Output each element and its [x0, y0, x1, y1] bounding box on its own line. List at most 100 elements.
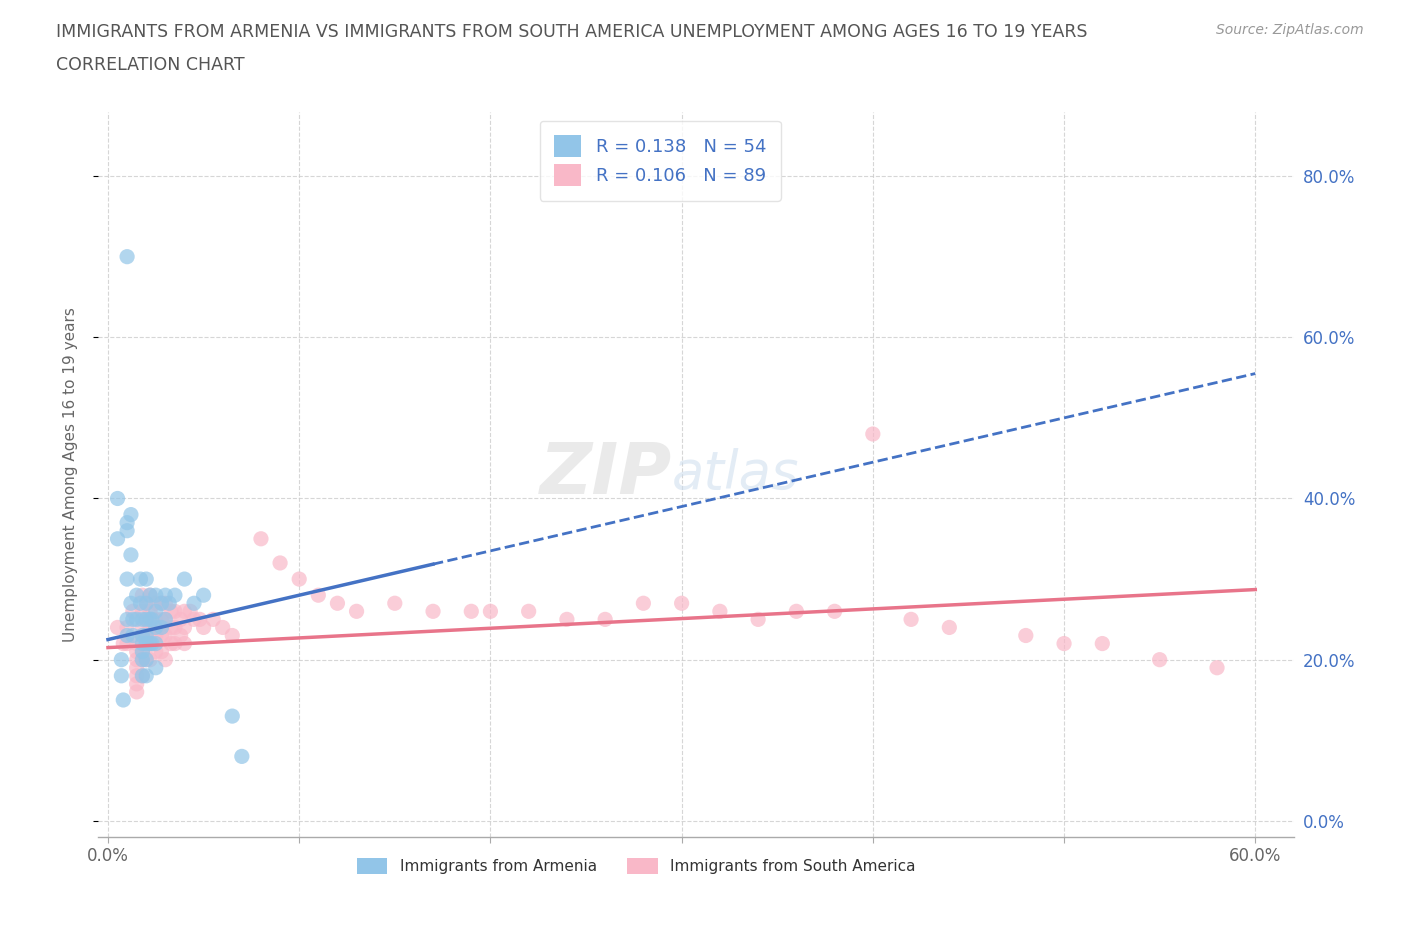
- Point: [173, 636, 195, 651]
- Point: [145, 612, 167, 627]
- Point: [269, 555, 291, 570]
- Point: [141, 636, 163, 651]
- Point: [169, 628, 191, 643]
- Point: [107, 531, 129, 546]
- Point: [135, 572, 157, 587]
- Point: [139, 588, 162, 603]
- Point: [131, 644, 153, 659]
- Point: [135, 596, 157, 611]
- Point: [384, 596, 406, 611]
- Point: [115, 572, 138, 587]
- Point: [139, 636, 162, 651]
- Point: [112, 693, 135, 708]
- Point: [145, 604, 167, 618]
- Point: [173, 604, 195, 618]
- Point: [135, 636, 157, 651]
- Point: [193, 588, 215, 603]
- Point: [135, 652, 157, 667]
- Point: [125, 676, 148, 691]
- Point: [129, 596, 152, 611]
- Point: [747, 612, 769, 627]
- Point: [135, 612, 157, 627]
- Point: [150, 612, 173, 627]
- Point: [155, 612, 177, 627]
- Text: Source: ZipAtlas.com: Source: ZipAtlas.com: [1216, 23, 1364, 37]
- Point: [593, 612, 616, 627]
- Point: [131, 669, 153, 684]
- Point: [139, 604, 162, 618]
- Point: [145, 636, 167, 651]
- Point: [115, 524, 138, 538]
- Point: [288, 572, 311, 587]
- Point: [135, 596, 157, 611]
- Point: [555, 612, 578, 627]
- Point: [900, 612, 922, 627]
- Point: [150, 644, 173, 659]
- Point: [131, 652, 153, 667]
- Point: [139, 652, 162, 667]
- Point: [131, 604, 153, 618]
- Point: [307, 588, 329, 603]
- Point: [141, 612, 163, 627]
- Point: [145, 620, 167, 635]
- Point: [135, 628, 157, 643]
- Point: [1091, 636, 1114, 651]
- Point: [173, 620, 195, 635]
- Point: [160, 604, 183, 618]
- Point: [115, 515, 138, 530]
- Point: [120, 507, 142, 522]
- Point: [135, 612, 157, 627]
- Point: [1053, 636, 1076, 651]
- Point: [131, 620, 153, 635]
- Point: [131, 628, 153, 643]
- Point: [145, 588, 167, 603]
- Point: [824, 604, 846, 618]
- Point: [460, 604, 482, 618]
- Point: [155, 612, 177, 627]
- Point: [785, 604, 807, 618]
- Point: [169, 612, 191, 627]
- Point: [160, 636, 183, 651]
- Point: [221, 709, 243, 724]
- Point: [139, 588, 162, 603]
- Point: [125, 644, 148, 659]
- Point: [121, 612, 143, 627]
- Point: [145, 628, 167, 643]
- Point: [145, 644, 167, 659]
- Point: [221, 628, 243, 643]
- Point: [139, 620, 162, 635]
- Point: [517, 604, 540, 618]
- Point: [139, 636, 162, 651]
- Point: [120, 596, 142, 611]
- Point: [346, 604, 368, 618]
- Point: [150, 620, 173, 635]
- Point: [121, 604, 143, 618]
- Point: [107, 491, 129, 506]
- Point: [157, 596, 180, 611]
- Point: [129, 572, 152, 587]
- Text: IMMIGRANTS FROM ARMENIA VS IMMIGRANTS FROM SOUTH AMERICA UNEMPLOYMENT AMONG AGES: IMMIGRANTS FROM ARMENIA VS IMMIGRANTS FR…: [56, 23, 1088, 41]
- Point: [145, 660, 167, 675]
- Point: [479, 604, 502, 618]
- Point: [125, 636, 148, 651]
- Point: [121, 628, 143, 643]
- Point: [145, 596, 167, 611]
- Point: [671, 596, 693, 611]
- Point: [112, 636, 135, 651]
- Point: [163, 620, 186, 635]
- Point: [155, 628, 177, 643]
- Legend: Immigrants from Armenia, Immigrants from South America: Immigrants from Armenia, Immigrants from…: [350, 852, 922, 880]
- Point: [709, 604, 731, 618]
- Point: [163, 636, 186, 651]
- Point: [131, 612, 153, 627]
- Point: [131, 636, 153, 651]
- Point: [115, 620, 138, 635]
- Point: [231, 749, 253, 764]
- Point: [115, 628, 138, 643]
- Point: [131, 669, 153, 684]
- Point: [131, 628, 153, 643]
- Point: [150, 596, 173, 611]
- Point: [115, 636, 138, 651]
- Point: [326, 596, 349, 611]
- Text: ZIP: ZIP: [540, 440, 672, 509]
